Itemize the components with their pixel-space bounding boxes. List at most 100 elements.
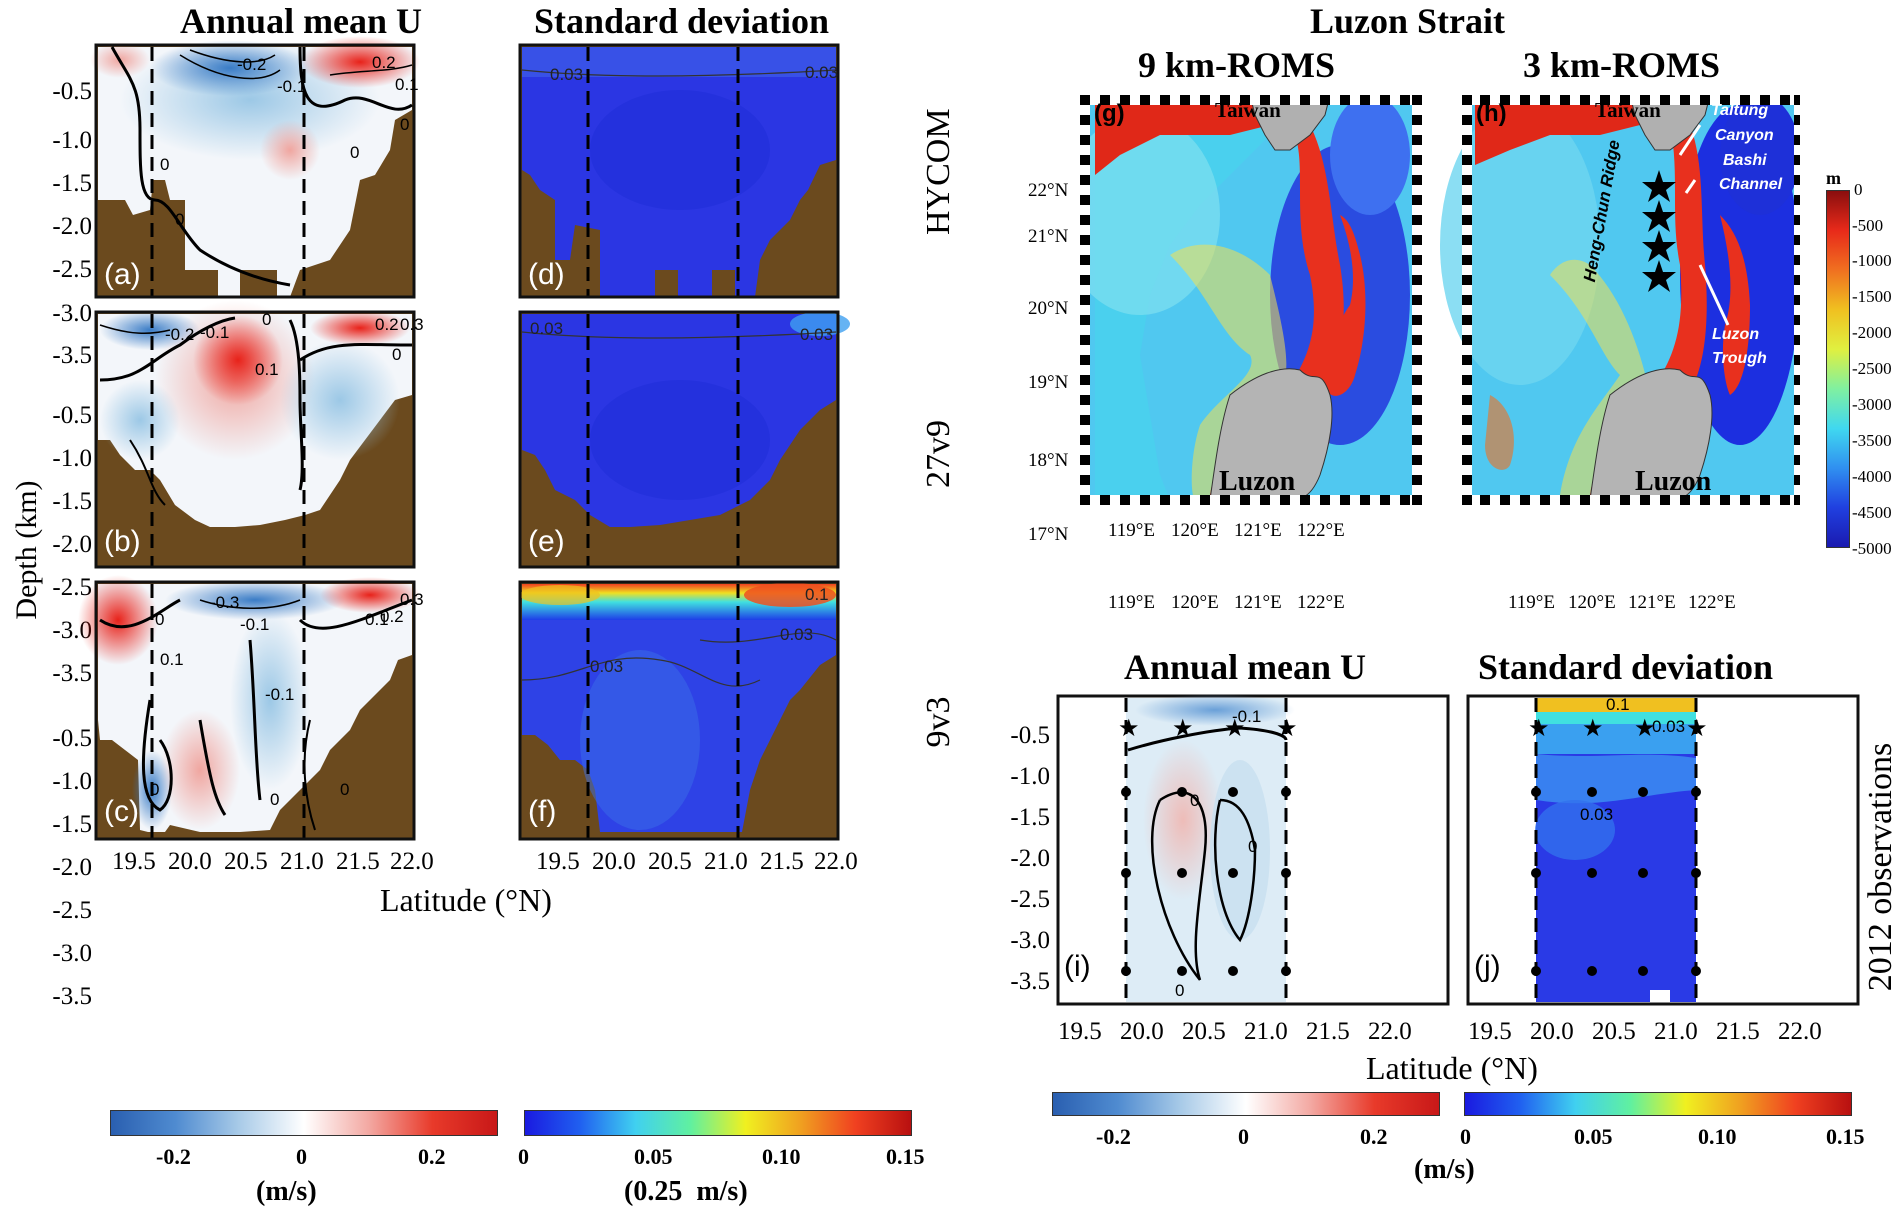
contour-label: 0 bbox=[155, 610, 164, 629]
title-obs-standard-deviation: Standard deviation bbox=[1478, 647, 1774, 687]
colorbar-u-obs-tick: 0 bbox=[1238, 1124, 1249, 1149]
contour-label: 0 bbox=[350, 143, 359, 162]
depth-tick: -2.5 bbox=[52, 897, 92, 924]
contour-label: -0.2 bbox=[237, 55, 266, 74]
panel-i: ★ ★ ★ ★ -0.1 0 0 0 bbox=[1056, 694, 1450, 1006]
panel-label-g: (g) bbox=[1094, 100, 1125, 127]
colorbar-std bbox=[524, 1110, 912, 1136]
contour-label: 0.03 bbox=[590, 657, 623, 676]
depth-tick: -1.5 bbox=[52, 170, 92, 197]
panel-label-b: (b) bbox=[104, 525, 141, 558]
obs-lat-tick: 20.0 bbox=[1120, 1018, 1164, 1045]
colorbar-std-tick: 0.05 bbox=[634, 1144, 673, 1169]
colorbar-std-tick: 0.10 bbox=[762, 1144, 801, 1169]
colorbar-std-obs-tick: 0.15 bbox=[1826, 1124, 1865, 1149]
map-lon-tick: 121°E bbox=[1234, 592, 1282, 613]
obs-depth-tick: -3.0 bbox=[1010, 927, 1050, 954]
map-lat-tick: 21°N bbox=[1028, 226, 1069, 247]
obs-lat-tick: 21.0 bbox=[1244, 1018, 1288, 1045]
lat-tick: 20.0 bbox=[592, 848, 636, 875]
annotation-bashi: Bashi bbox=[1723, 152, 1767, 169]
obs-depth-tick: -1.5 bbox=[1010, 804, 1050, 831]
colorbar-std-obs-tick: 0.10 bbox=[1698, 1124, 1737, 1149]
colorbar-u-tick: 0.2 bbox=[418, 1144, 446, 1169]
lat-tick: 19.5 bbox=[536, 848, 580, 875]
contour-label: 0 bbox=[1190, 791, 1199, 810]
panel-label-f: (f) bbox=[528, 795, 557, 828]
depth-colorbar-tick: 0 bbox=[1854, 180, 1863, 199]
colorbar-std-tick: 0.15 bbox=[886, 1144, 925, 1169]
lat-tick: 20.5 bbox=[648, 848, 692, 875]
lat-tick: 22.0 bbox=[390, 848, 434, 875]
obs-depth-tick: -2.5 bbox=[1010, 886, 1050, 913]
colorbar-u-unit: (m/s) bbox=[256, 1176, 317, 1207]
annotation-trough: Trough bbox=[1712, 350, 1767, 367]
title-9km-roms: 9 km-ROMS bbox=[1138, 45, 1335, 85]
panel-label-a: (a) bbox=[104, 258, 141, 291]
contour-label: -0.3 bbox=[210, 593, 239, 612]
depth-tick: -2.0 bbox=[52, 213, 92, 240]
depth-tick: -3.5 bbox=[52, 983, 92, 1010]
obs-lat-tick: 20.5 bbox=[1592, 1018, 1636, 1045]
obs-star: ★ bbox=[1686, 715, 1708, 742]
depth-colorbar-tick: -5000 bbox=[1852, 539, 1892, 558]
contour-label: 0.03 bbox=[1580, 805, 1613, 824]
contour-label: -0.1 bbox=[240, 615, 269, 634]
depth-tick: -1.0 bbox=[52, 768, 92, 795]
obs-star: ★ bbox=[1172, 715, 1194, 742]
obs-lat-tick: 21.0 bbox=[1654, 1018, 1698, 1045]
contour-label: -0.2 bbox=[165, 325, 194, 344]
depth-colorbar-tick: -2000 bbox=[1852, 323, 1892, 342]
panel-a bbox=[90, 36, 420, 297]
map9-taiwan-label: Taiwan bbox=[1215, 98, 1281, 122]
map3-luzon-label: Luzon bbox=[1635, 466, 1712, 497]
contour-label: -0.1 bbox=[277, 77, 306, 96]
depth-tick: -1.5 bbox=[52, 811, 92, 838]
contour-label: 0 bbox=[262, 310, 271, 329]
depth-colorbar-tick: -500 bbox=[1852, 216, 1884, 235]
contour-label: 0 bbox=[340, 780, 349, 799]
map-lon-tick: 120°E bbox=[1171, 520, 1219, 541]
colorbar-u-obs-tick: 0.2 bbox=[1360, 1124, 1388, 1149]
lat-tick: 21.0 bbox=[704, 848, 748, 875]
panel-label-c: (c) bbox=[104, 795, 139, 828]
panel-c bbox=[78, 575, 420, 839]
depth-colorbar-tick: -1000 bbox=[1852, 251, 1892, 270]
lat-tick: 21.5 bbox=[760, 848, 804, 875]
contour-label: 0.1 bbox=[395, 75, 419, 94]
annotation-taltung: Taltung bbox=[1711, 102, 1769, 119]
depth-colorbar-tick: -4500 bbox=[1852, 503, 1892, 522]
map9-luzon-label: Luzon bbox=[1219, 466, 1296, 497]
depth-colorbar-tick: -4000 bbox=[1852, 467, 1892, 486]
depth-tick: -2.0 bbox=[52, 531, 92, 558]
contour-label: 0 bbox=[392, 345, 401, 364]
contour-label: 0 bbox=[160, 155, 169, 174]
colorbar-std-unit: (0.25 m/s) bbox=[624, 1176, 748, 1207]
map-lat-tick: 22°N bbox=[1028, 180, 1069, 201]
contour-label: 0.03 bbox=[550, 65, 583, 84]
contour-label: 0.2 bbox=[372, 53, 396, 72]
depth-colorbar-tick: -3000 bbox=[1852, 395, 1892, 414]
colorbar-std-tick: 0 bbox=[518, 1144, 529, 1169]
lat-tick: 20.5 bbox=[224, 848, 268, 875]
title-annual-mean-u: Annual mean U bbox=[180, 1, 423, 41]
panel-e bbox=[520, 312, 850, 567]
title-obs-annual-mean-u: Annual mean U bbox=[1124, 647, 1367, 687]
lat-tick: 22.0 bbox=[814, 848, 858, 875]
lat-tick: 19.5 bbox=[112, 848, 156, 875]
depth-colorbar-tick: -2500 bbox=[1852, 359, 1892, 378]
annotation-canyon: Canyon bbox=[1715, 127, 1774, 144]
row-label-27v9: 27v9 bbox=[920, 420, 957, 488]
annotation-luzon: Luzon bbox=[1712, 326, 1760, 343]
lat-axis-label-right: Latitude (°N) bbox=[1366, 1050, 1538, 1086]
contour-label: 0.1 bbox=[805, 585, 829, 604]
depth-tick: -3.0 bbox=[52, 300, 92, 327]
contour-label: 0.3 bbox=[400, 315, 424, 334]
obs-lat-tick: 22.0 bbox=[1368, 1018, 1412, 1045]
depth-tick: -3.0 bbox=[52, 940, 92, 967]
contour-label: 0.03 bbox=[1652, 717, 1685, 736]
colorbar-std-obs bbox=[1464, 1092, 1852, 1116]
depth-colorbar bbox=[1826, 190, 1850, 548]
depth-tick: -0.5 bbox=[52, 725, 92, 752]
obs-lat-tick: 19.5 bbox=[1058, 1018, 1102, 1045]
